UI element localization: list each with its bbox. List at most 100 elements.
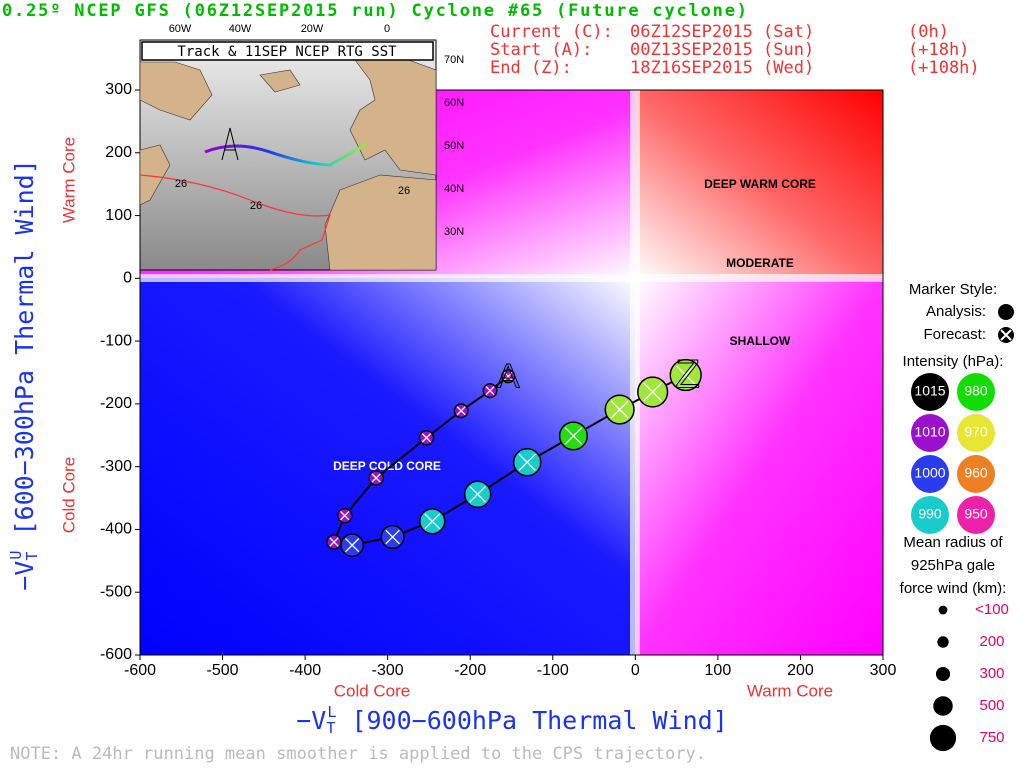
end-marker: Z bbox=[675, 353, 699, 397]
header-info: 06Z12SEP2015 (Sat) bbox=[630, 22, 814, 42]
region-label: DEEP COLD CORE bbox=[333, 459, 441, 473]
legend-size-swatch bbox=[933, 696, 953, 716]
region-label: SHALLOW bbox=[730, 334, 791, 348]
inset-map bbox=[139, 39, 437, 271]
marker-cross bbox=[518, 453, 536, 471]
axis-label-part: U bbox=[7, 551, 25, 560]
x-tick-label: -400 bbox=[289, 662, 321, 679]
inset-lat-label: 60N bbox=[444, 97, 464, 109]
header-info: (0h) bbox=[908, 22, 949, 42]
legend-intensity-label: 970 bbox=[964, 424, 988, 440]
header-info: Current (C): bbox=[490, 22, 613, 42]
legend-intensity-swatch bbox=[911, 373, 949, 411]
marker-cross bbox=[421, 433, 432, 443]
marker-cross bbox=[345, 538, 360, 553]
region-label: DEEP WARM CORE bbox=[704, 177, 816, 191]
x-tick-label: -600 bbox=[124, 662, 156, 679]
axis-label-part: −V bbox=[10, 561, 39, 591]
x-tick-label: -500 bbox=[207, 662, 239, 679]
axis-label: −VTL [900−600hPa Thermal Wind] bbox=[296, 703, 728, 737]
axis-label-part: L bbox=[327, 703, 336, 721]
y-tick-label: -300 bbox=[100, 458, 132, 475]
y-side-label: Warm Core bbox=[59, 137, 78, 223]
legend-title: force wind (km): bbox=[900, 580, 1007, 597]
chart-title: 0.25º NCEP GFS (06Z12SEP2015 run) Cyclon… bbox=[2, 1, 747, 21]
legend-size-swatch bbox=[935, 666, 951, 682]
inset-lat-label: 40N bbox=[444, 183, 464, 195]
y-tick-label: -600 bbox=[100, 646, 132, 663]
axis-label-part: [900−600hPa Thermal Wind] bbox=[336, 706, 727, 735]
y-tick-label: 100 bbox=[105, 207, 132, 224]
inset-lat-label: 30N bbox=[444, 226, 464, 238]
legend-intensity-label: 990 bbox=[918, 506, 942, 522]
inset-lon-label: 40W bbox=[229, 23, 252, 35]
legend-size-swatch bbox=[929, 724, 957, 752]
y-tick-label: -500 bbox=[100, 583, 132, 600]
marker-cross bbox=[675, 365, 696, 385]
marker-cross bbox=[485, 386, 495, 396]
inset-lat-label: 70N bbox=[444, 54, 464, 66]
axis-label-part: T bbox=[326, 719, 335, 737]
marker-cross bbox=[564, 427, 583, 445]
start-marker: A bbox=[497, 357, 520, 395]
legend-analysis-symbol bbox=[998, 304, 1014, 320]
inset-lon-label: 60W bbox=[169, 23, 192, 35]
legend-size-label: 750 bbox=[979, 729, 1004, 746]
marker-cross bbox=[424, 513, 441, 530]
legend-intensity-swatch bbox=[911, 455, 949, 493]
note: NOTE: A 24hr running mean smoother is ap… bbox=[10, 744, 706, 764]
y-tick-label: -200 bbox=[100, 395, 132, 412]
y-tick-label: 200 bbox=[105, 144, 132, 161]
marker-cross bbox=[329, 537, 339, 547]
marker-cross bbox=[643, 382, 663, 402]
legend-intensity-label: 1010 bbox=[914, 424, 945, 440]
legend-intensity-swatch bbox=[957, 496, 995, 534]
region-label: MODERATE bbox=[726, 256, 794, 270]
legend-title: 925hPa gale bbox=[911, 557, 995, 574]
x-tick-label: 300 bbox=[870, 662, 897, 679]
legend-analysis: Analysis: bbox=[926, 303, 986, 320]
x-tick-label: -300 bbox=[372, 662, 404, 679]
legend-size-label: <100 bbox=[975, 601, 1009, 618]
inset-contour-label: 26 bbox=[398, 185, 410, 197]
axis-label-part: −V bbox=[296, 706, 326, 735]
trajectory-line bbox=[332, 374, 687, 547]
x-tick-label: -200 bbox=[454, 662, 486, 679]
header-info: End (Z): bbox=[490, 58, 572, 78]
legend-forecast-cross bbox=[1000, 329, 1012, 341]
x-side-label: Warm Core bbox=[747, 681, 833, 700]
legend-size-label: 200 bbox=[979, 633, 1004, 650]
y-tick-label: -100 bbox=[100, 332, 132, 349]
plot-frame bbox=[139, 89, 884, 656]
legend-intensity-label: 950 bbox=[964, 506, 988, 522]
axis-label-part: [600−300hPa Thermal Wind] bbox=[10, 159, 39, 550]
x-side-label: Cold Core bbox=[334, 681, 411, 700]
legend-intensity-swatch bbox=[911, 414, 949, 452]
x-tick-label: 0 bbox=[631, 662, 640, 679]
legend-intensity-swatch bbox=[957, 373, 995, 411]
marker-cross bbox=[340, 510, 350, 521]
inset-contour-label: 26 bbox=[175, 178, 187, 190]
y-tick-label: 300 bbox=[105, 81, 132, 98]
legend-size-label: 300 bbox=[979, 665, 1004, 682]
legend-size-label: 500 bbox=[979, 697, 1004, 714]
legend-intensity-swatch bbox=[911, 496, 949, 534]
marker-cross bbox=[503, 371, 513, 381]
plot-background bbox=[140, 90, 883, 655]
legend-size-swatch bbox=[938, 605, 948, 615]
legend-forecast: Forecast: bbox=[923, 326, 986, 343]
marker-cross bbox=[469, 486, 486, 503]
inset-lat-label: 50N bbox=[444, 140, 464, 152]
legend-intensity-label: 980 bbox=[964, 383, 988, 399]
header-info: (+108h) bbox=[908, 58, 980, 78]
inset-title: Track & 11SEP NCEP RTG SST bbox=[177, 44, 397, 60]
x-tick-label: -100 bbox=[537, 662, 569, 679]
x-tick-label: 100 bbox=[705, 662, 732, 679]
inset-lon-label: 20W bbox=[301, 23, 324, 35]
header-info: 18Z16SEP2015 (Wed) bbox=[630, 58, 814, 78]
legend-intensity-swatch bbox=[957, 414, 995, 452]
y-tick-label: -400 bbox=[100, 521, 132, 538]
axis-label: −VTU [600−300hPa Thermal Wind] bbox=[7, 159, 41, 591]
